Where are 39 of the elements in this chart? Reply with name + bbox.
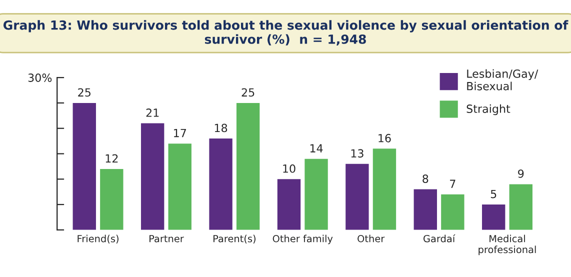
data-label: 12: [106, 154, 118, 162]
bar: [304, 158, 328, 230]
data-label: 16: [378, 134, 391, 142]
bar: [414, 189, 437, 230]
bar: [140, 123, 164, 230]
x-tick-label: Partner: [150, 235, 184, 242]
x-tick-label: Friend(s): [78, 234, 118, 244]
bar: [236, 102, 260, 230]
x-tick-label: Gardaí: [424, 234, 456, 242]
data-label: 10: [283, 164, 296, 173]
data-label: 18: [214, 124, 228, 132]
bar: [209, 138, 232, 230]
bar: [168, 144, 192, 230]
legend-label: Straight: [466, 104, 510, 116]
data-label: 7: [450, 180, 456, 188]
x-tick-label: Parent(s): [214, 234, 256, 244]
data-label: 5: [490, 190, 496, 198]
chart-title: Graph 13: Who survivors told about the sexual violence by sexual orientation of survivor (%) n = 1,948: [3, 20, 568, 46]
bar: [509, 184, 532, 230]
data-label: 8: [422, 174, 428, 183]
bar: [72, 102, 96, 230]
bar: [372, 148, 396, 230]
data-label: 21: [146, 108, 159, 117]
bar: [482, 204, 506, 230]
data-label: 17: [174, 129, 186, 138]
x-tick-label: Medical professional: [478, 234, 536, 256]
legend-label: Lesbian/Gay/ Bisexual: [467, 69, 538, 90]
bar: [441, 194, 464, 230]
bar: [100, 168, 124, 230]
data-label: 25: [242, 88, 254, 97]
data-label: 25: [78, 88, 90, 97]
y-tick-label: 30%: [28, 74, 52, 82]
x-tick-label: Other family: [272, 234, 333, 244]
data-label: 14: [310, 144, 323, 152]
bar: [277, 179, 301, 230]
x-tick-label: Other: [358, 234, 385, 242]
bar: [346, 164, 369, 230]
data-label: 9: [518, 169, 524, 178]
data-label: 13: [351, 149, 364, 158]
